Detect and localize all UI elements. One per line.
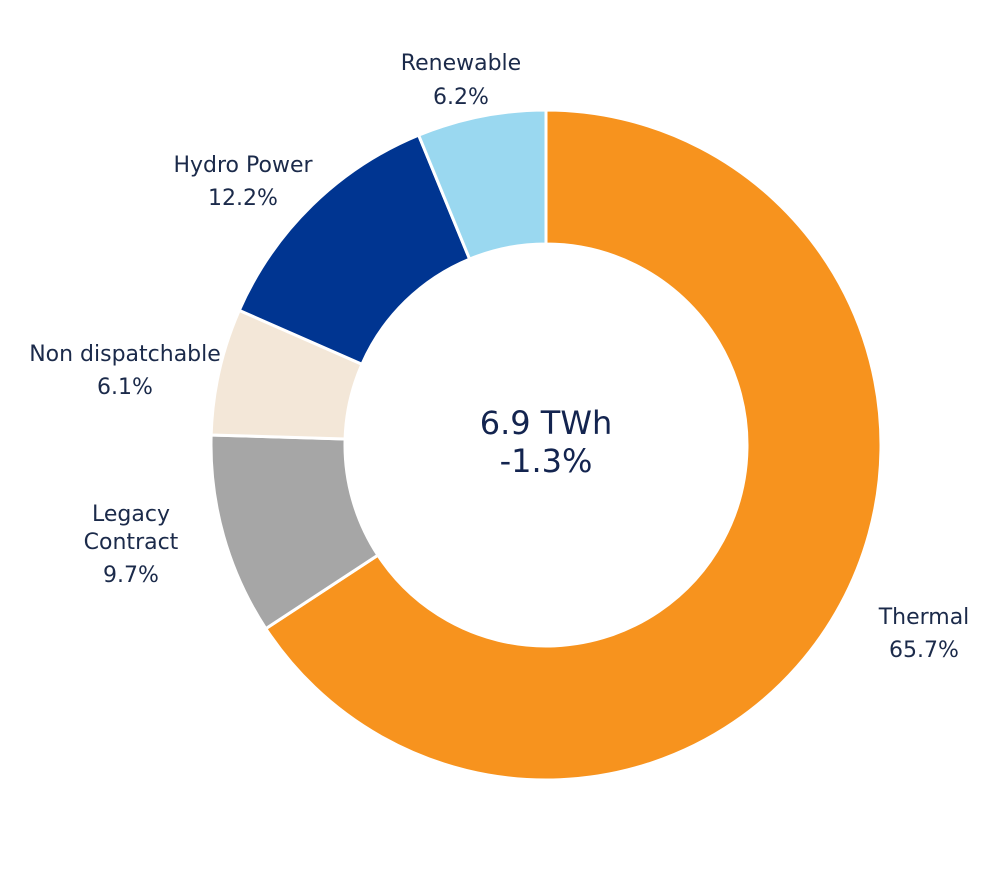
label-legacy-name-line2: Contract <box>84 530 179 555</box>
center-change: -1.3% <box>500 442 593 480</box>
slice-renewable <box>416 108 548 262</box>
slices <box>209 108 883 782</box>
label-legacy-value: 9.7% <box>103 563 159 588</box>
label-renewable-value: 6.2% <box>433 85 489 110</box>
label-thermal-name: Thermal <box>878 605 970 630</box>
label-nondispatchable-name: Non dispatchable <box>29 342 221 367</box>
label-hydro-value: 12.2% <box>208 186 278 211</box>
label-nondispatchable-value: 6.1% <box>97 375 153 400</box>
label-legacy-name-line1: Legacy <box>92 502 170 527</box>
label-legacy-name: Legacy Contract <box>84 502 179 555</box>
slice-thermal <box>263 108 883 782</box>
label-thermal-value: 65.7% <box>889 638 959 663</box>
label-renewable-name: Renewable <box>401 51 521 76</box>
center-total: 6.9 TWh <box>480 404 613 442</box>
label-hydro-name: Hydro Power <box>173 153 313 178</box>
